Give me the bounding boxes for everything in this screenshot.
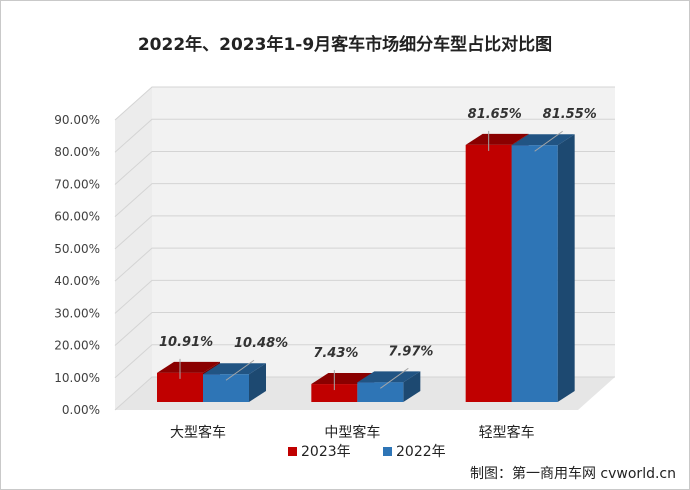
bar-top	[157, 361, 220, 373]
bar	[465, 144, 512, 402]
bar	[203, 374, 249, 402]
bar-side	[403, 371, 421, 402]
x-tick-label: 轻型客车	[479, 424, 535, 441]
bar-top	[311, 373, 375, 385]
y-tick-label: 80.00%	[54, 145, 100, 159]
bar	[357, 382, 404, 402]
label-leader	[380, 367, 409, 389]
label-leader	[225, 359, 255, 381]
legend-label: 2023年	[301, 444, 351, 460]
data-label: 10.48%	[234, 336, 288, 351]
data-label: 7.97%	[388, 344, 433, 359]
gridline	[114, 118, 615, 153]
y-tick-label: 70.00%	[54, 177, 100, 191]
y-tick-label: 0.00%	[62, 403, 100, 417]
x-tick-label: 大型客车	[170, 424, 226, 441]
legend-swatch	[288, 447, 297, 456]
bar	[311, 384, 358, 402]
legend-label: 2022年	[396, 444, 446, 460]
bar-top	[357, 371, 421, 383]
gridline	[114, 312, 615, 346]
data-label: 81.55%	[543, 107, 597, 122]
gridline	[114, 86, 615, 121]
y-tick-label: 30.00%	[54, 306, 100, 320]
side-wall	[115, 87, 152, 410]
y-tick-label: 50.00%	[54, 242, 100, 256]
bar	[511, 145, 558, 402]
credit-text: 制图：第一商用车网 cvworld.cn	[469, 466, 676, 482]
x-tick-label: 中型客车	[324, 424, 380, 441]
gridline	[114, 183, 615, 218]
y-tick-label: 10.00%	[54, 371, 100, 385]
bar-top	[465, 133, 529, 145]
y-tick-label: 60.00%	[54, 210, 100, 224]
gridline	[114, 376, 615, 411]
gridline	[114, 279, 615, 314]
data-label: 7.43%	[313, 346, 358, 361]
bar-top	[203, 363, 266, 375]
y-tick-label: 40.00%	[54, 274, 100, 288]
label-leader	[534, 130, 563, 152]
gridline	[114, 150, 615, 185]
legend-swatch	[383, 447, 392, 456]
data-label: 10.91%	[159, 335, 213, 350]
data-label: 81.65%	[468, 107, 522, 122]
bar-top	[511, 134, 575, 146]
gridline	[114, 247, 615, 282]
gridline	[114, 215, 615, 250]
bar-side	[249, 363, 266, 402]
bar-side	[557, 134, 575, 402]
y-tick-label: 90.00%	[54, 113, 100, 127]
y-tick-label: 20.00%	[54, 339, 100, 353]
gridline	[114, 344, 615, 379]
chart-title: 2022年、2023年1-9月客车市场细分车型占比对比图	[137, 35, 553, 55]
